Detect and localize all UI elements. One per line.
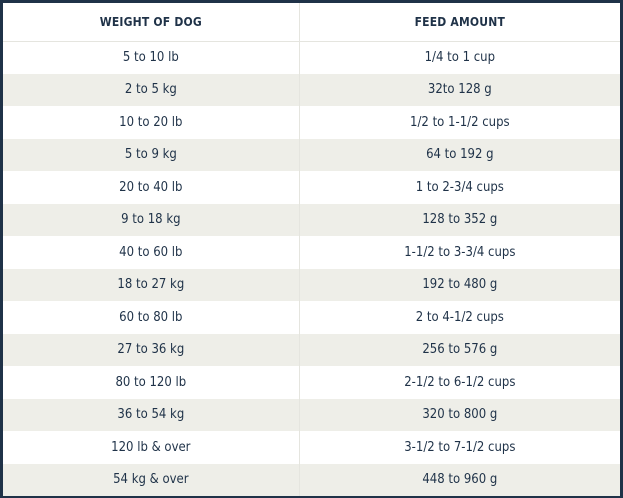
- table-header: WEIGHT OF DOG FEED AMOUNT: [3, 3, 620, 42]
- table-row: 20 to 40 lb 1 to 2-3/4 cups: [3, 171, 620, 204]
- feed-amount-cell: 256 to 576 g: [299, 333, 620, 366]
- feed-amount-cell: 128 to 352 g: [299, 203, 620, 236]
- table-row: 5 to 10 lb 1/4 to 1 cup: [3, 41, 620, 74]
- feed-amount-cell: 32to 128 g: [299, 73, 620, 106]
- header-feed-amount: FEED AMOUNT: [299, 3, 620, 42]
- table-row: 5 to 9 kg 64 to 192 g: [3, 138, 620, 171]
- weight-cell: 80 to 120 lb: [3, 366, 300, 399]
- table-row: 9 to 18 kg 128 to 352 g: [3, 203, 620, 236]
- feeding-table: WEIGHT OF DOG FEED AMOUNT 5 to 10 lb 1/4 …: [3, 3, 620, 496]
- weight-cell: 36 to 54 kg: [3, 398, 300, 431]
- table-row: 10 to 20 lb 1/2 to 1-1/2 cups: [3, 106, 620, 139]
- table-body: 5 to 10 lb 1/4 to 1 cup 2 to 5 kg 32to 128 …: [3, 41, 620, 496]
- weight-cell: 54 kg & over: [3, 463, 300, 496]
- weight-cell: 40 to 60 lb: [3, 236, 300, 269]
- weight-cell: 60 to 80 lb: [3, 301, 300, 334]
- weight-cell: 20 to 40 lb: [3, 171, 300, 204]
- feed-amount-cell: 192 to 480 g: [299, 268, 620, 301]
- table-row: 54 kg & over 448 to 960 g: [3, 463, 620, 496]
- table-row: 2 to 5 kg 32to 128 g: [3, 73, 620, 106]
- feed-amount-cell: 2 to 4-1/2 cups: [299, 301, 620, 334]
- weight-cell: 27 to 36 kg: [3, 333, 300, 366]
- weight-cell: 120 lb & over: [3, 431, 300, 464]
- table-row: 36 to 54 kg 320 to 800 g: [3, 398, 620, 431]
- feed-amount-cell: 64 to 192 g: [299, 138, 620, 171]
- weight-cell: 5 to 10 lb: [3, 41, 300, 74]
- feed-amount-cell: 320 to 800 g: [299, 398, 620, 431]
- feed-amount-cell: 1-1/2 to 3-3/4 cups: [299, 236, 620, 269]
- header-weight-of-dog: WEIGHT OF DOG: [3, 3, 300, 42]
- feed-amount-cell: 448 to 960 g: [299, 463, 620, 496]
- table-row: 27 to 36 kg 256 to 576 g: [3, 333, 620, 366]
- feed-amount-cell: 1/4 to 1 cup: [299, 41, 620, 74]
- feed-amount-cell: 2-1/2 to 6-1/2 cups: [299, 366, 620, 399]
- feed-amount-cell: 1/2 to 1-1/2 cups: [299, 106, 620, 139]
- feed-amount-cell: 1 to 2-3/4 cups: [299, 171, 620, 204]
- weight-cell: 2 to 5 kg: [3, 73, 300, 106]
- table-row: 60 to 80 lb 2 to 4-1/2 cups: [3, 301, 620, 334]
- weight-cell: 5 to 9 kg: [3, 138, 300, 171]
- table-row: 120 lb & over 3-1/2 to 7-1/2 cups: [3, 431, 620, 464]
- weight-cell: 10 to 20 lb: [3, 106, 300, 139]
- table-row: 18 to 27 kg 192 to 480 g: [3, 268, 620, 301]
- feed-amount-cell: 3-1/2 to 7-1/2 cups: [299, 431, 620, 464]
- table-row: 40 to 60 lb 1-1/2 to 3-3/4 cups: [3, 236, 620, 269]
- weight-cell: 9 to 18 kg: [3, 203, 300, 236]
- weight-cell: 18 to 27 kg: [3, 268, 300, 301]
- table-row: 80 to 120 lb 2-1/2 to 6-1/2 cups: [3, 366, 620, 399]
- header-row: WEIGHT OF DOG FEED AMOUNT: [3, 3, 620, 42]
